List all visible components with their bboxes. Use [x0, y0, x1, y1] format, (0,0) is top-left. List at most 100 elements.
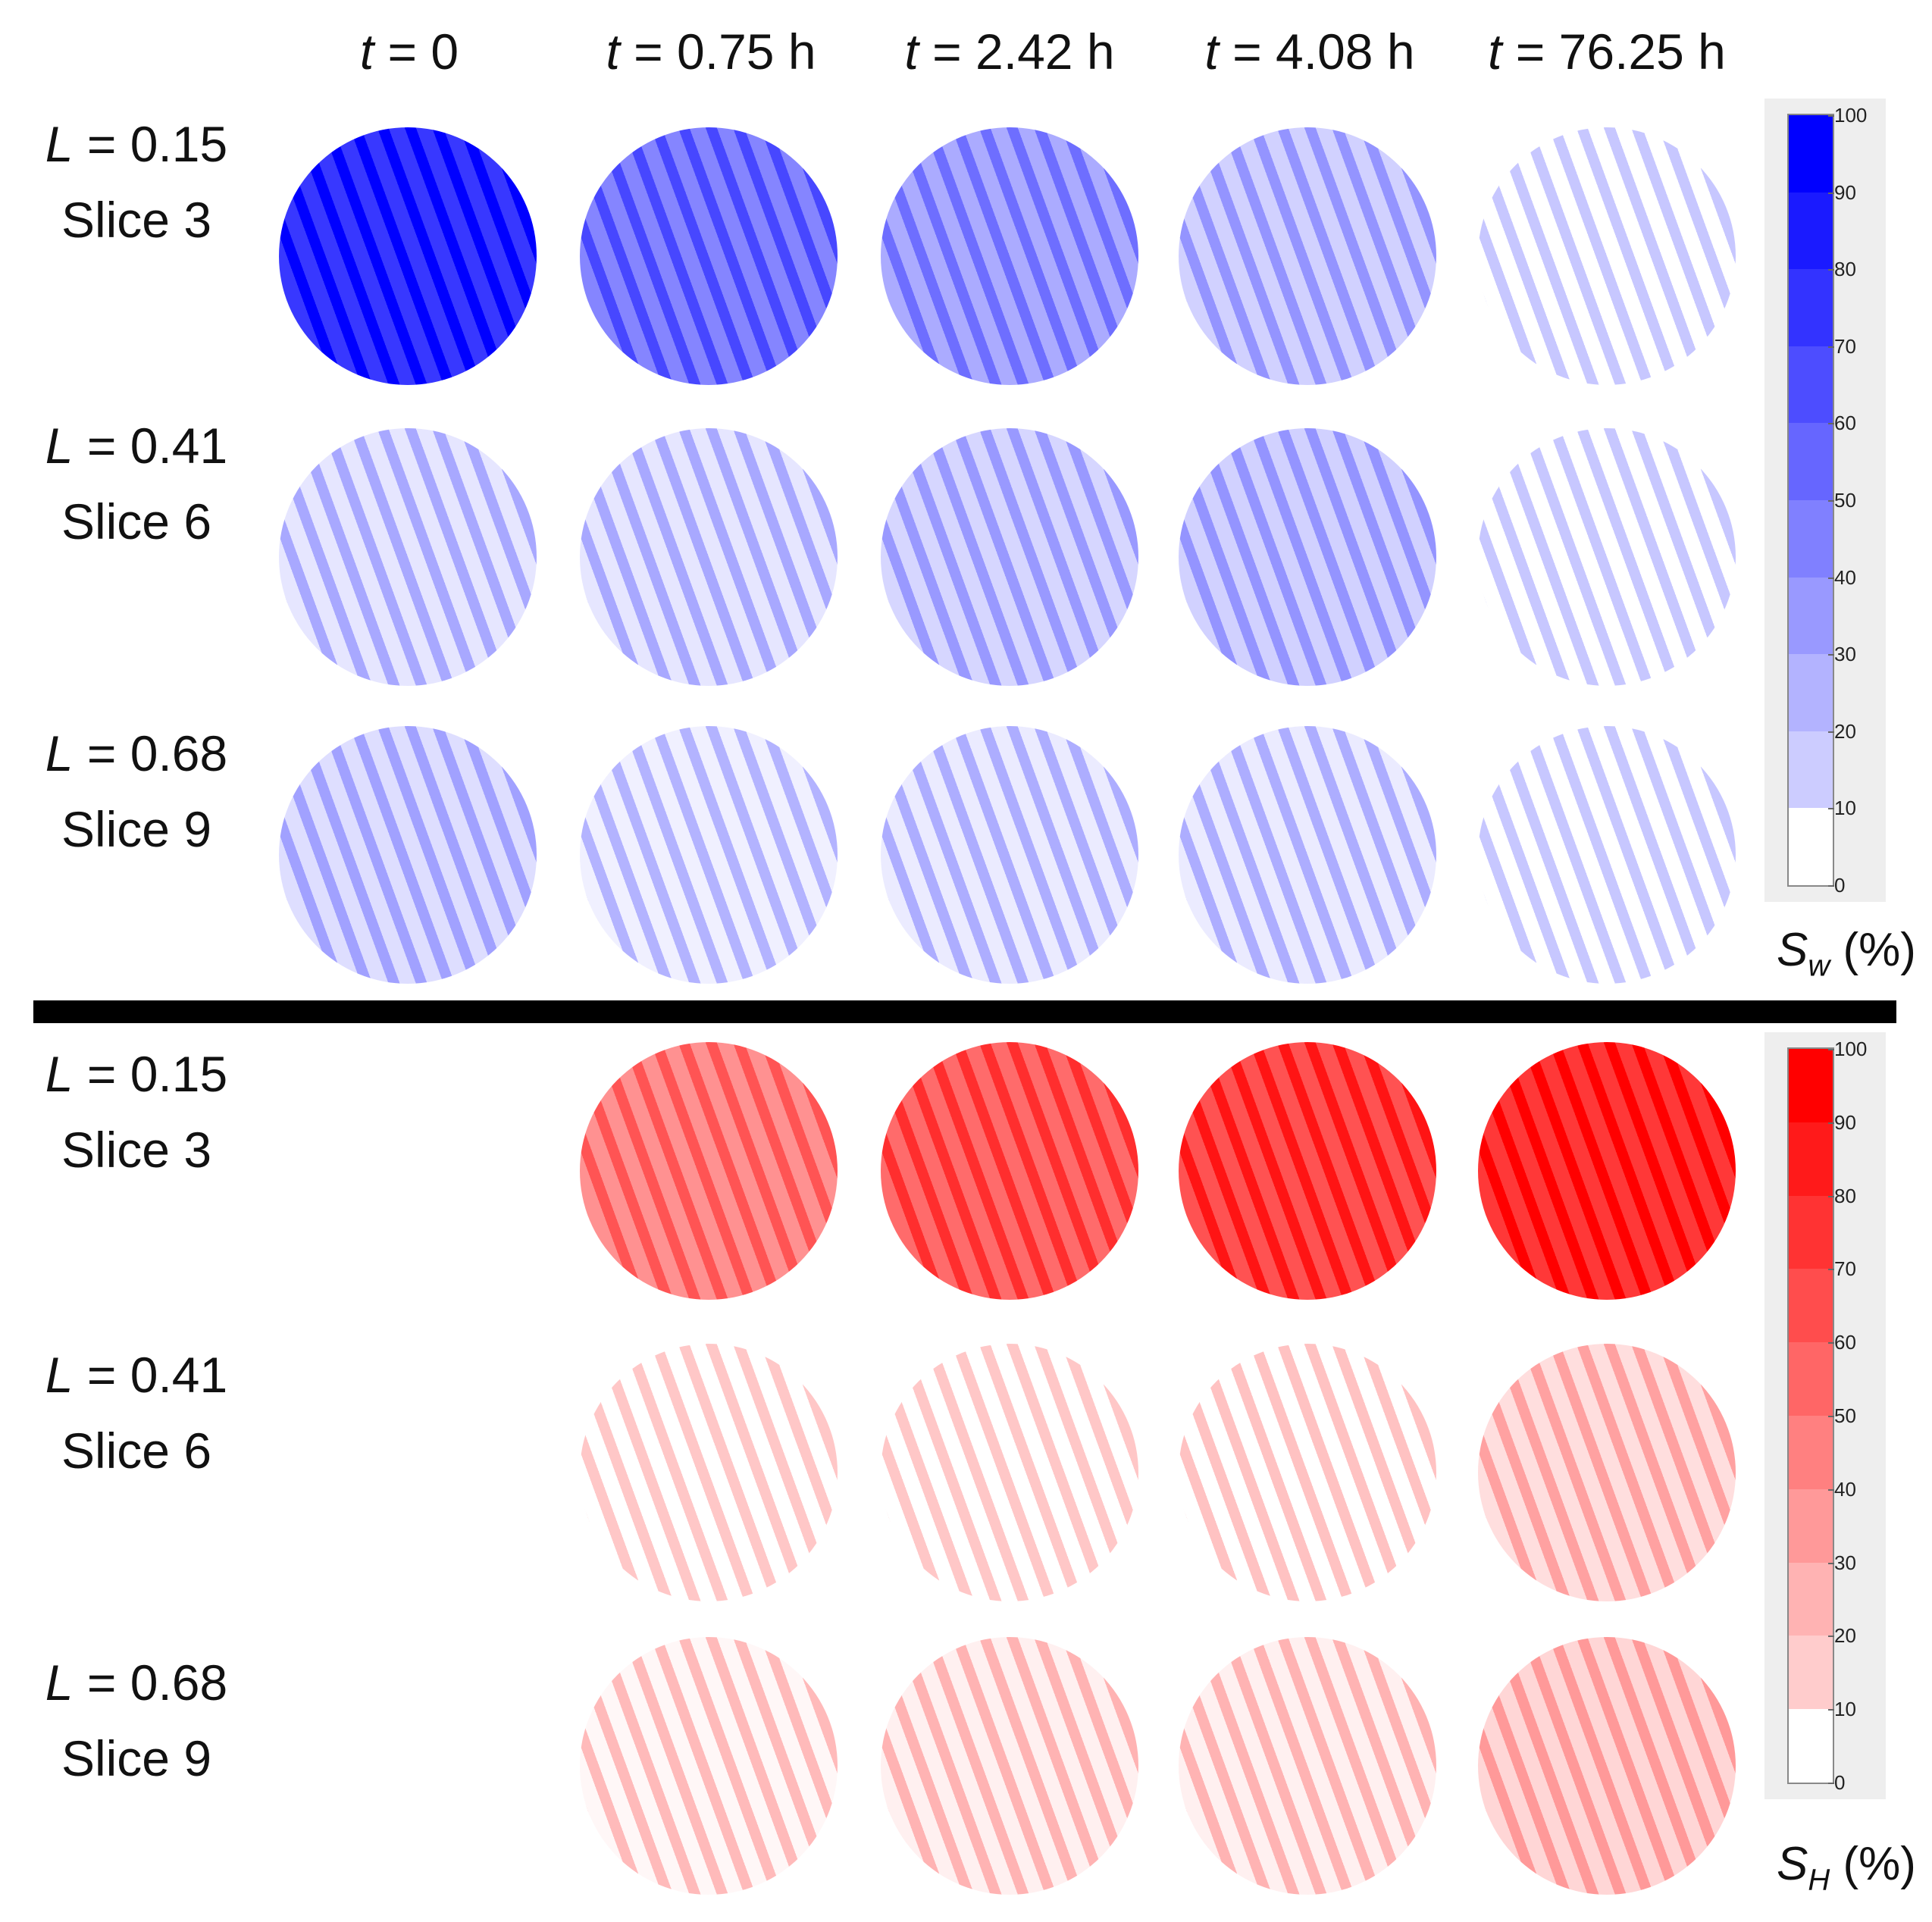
water-colorbar-segment: [1789, 577, 1833, 655]
time-value: 76.25 h: [1558, 23, 1726, 80]
water-row-label-2: L = 0.68 Slice 9: [23, 715, 250, 867]
hydrogen-disc-r2-c4: [1478, 1637, 1736, 1895]
l-var: L: [45, 1046, 74, 1102]
water-colorbar-tick-mark: [1828, 192, 1834, 194]
water-colorbar-segment: [1789, 346, 1833, 424]
time-value: 0: [431, 23, 459, 80]
l-var: L: [45, 725, 74, 781]
slice-label: Slice 3: [61, 192, 212, 248]
hydrogen-row-label-1: L = 0.41 Slice 6: [23, 1337, 250, 1488]
hydrogen-disc-r0-c1: [580, 1042, 838, 1300]
water-colorbar-tick-label: 0: [1834, 874, 1846, 897]
l-eq: =: [73, 116, 130, 172]
l-eq: =: [73, 1347, 130, 1403]
hydrogen-colorbar-segment: [1789, 1488, 1833, 1564]
water-disc-r1-c3: [1179, 428, 1436, 686]
hydrogen-colorbar-segment: [1789, 1269, 1833, 1343]
water-disc-r1-c2: [881, 428, 1138, 686]
slice-label: Slice 9: [61, 1730, 212, 1786]
time-var: t: [359, 23, 374, 80]
water-row-label-0: L = 0.15 Slice 3: [23, 106, 250, 258]
water-colorbar-tick-mark: [1828, 500, 1834, 502]
water-colorbar-tick-label: 40: [1834, 565, 1856, 589]
hydrogen-colorbar-segment: [1789, 1342, 1833, 1416]
water-disc-r2-c2: [881, 726, 1138, 984]
water-disc-r0-c3: [1179, 127, 1436, 385]
water-colorbar: 100 90 80 70 60 50 40 30 20 10 0: [1764, 99, 1886, 902]
hydrogen-colorbar-tick-mark: [1828, 1122, 1834, 1124]
water-colorbar-segment: [1789, 654, 1833, 732]
water-disc-r1-c4: [1478, 428, 1736, 686]
time-eq: =: [1218, 23, 1276, 80]
l-var: L: [45, 116, 74, 172]
sh-symbol: S: [1777, 1838, 1808, 1890]
hydrogen-disc-r0-c2: [881, 1042, 1138, 1300]
water-disc-r2-c0: [279, 726, 537, 984]
hydrogen-colorbar-segment: [1789, 1122, 1833, 1197]
time-eq: =: [1501, 23, 1559, 80]
water-row-label-1: L = 0.41 Slice 6: [23, 408, 250, 559]
hydrogen-disc-r1-c4: [1478, 1344, 1736, 1601]
time-header-1: t = 0.75 h: [575, 14, 847, 89]
hydrogen-colorbar-segment: [1789, 1562, 1833, 1636]
water-colorbar-tick-label: 100: [1834, 104, 1868, 127]
sw-subscript: w: [1808, 949, 1830, 983]
water-colorbar-tick-mark: [1828, 346, 1834, 348]
hydrogen-colorbar-tick-label: 50: [1834, 1404, 1856, 1427]
hydrogen-disc-r1-c1: [580, 1344, 838, 1601]
l-eq: =: [73, 418, 130, 474]
hydrogen-colorbar-tick-label: 70: [1834, 1257, 1856, 1281]
time-header-0: t = 0: [273, 14, 546, 89]
hydrogen-colorbar-tick-label: 80: [1834, 1184, 1856, 1207]
sh-unit: (%): [1830, 1838, 1916, 1890]
water-disc-r2-c1: [580, 726, 838, 984]
hydrogen-disc-r0-c4: [1478, 1042, 1736, 1300]
hydrogen-colorbar-tick-mark: [1828, 1636, 1834, 1638]
time-header-4: t = 76.25 h: [1470, 14, 1743, 89]
water-disc-r0-c2: [881, 127, 1138, 385]
time-eq: =: [619, 23, 678, 80]
hydrogen-colorbar-tick-label: 60: [1834, 1331, 1856, 1354]
water-colorbar-segment: [1789, 269, 1833, 347]
water-disc-r2-c4: [1478, 726, 1736, 984]
l-value: 0.41: [130, 418, 228, 474]
sw-unit: (%): [1830, 924, 1916, 976]
sw-symbol: S: [1777, 924, 1808, 976]
hydrogen-colorbar-segment: [1789, 1709, 1833, 1783]
water-colorbar-tick-label: 60: [1834, 412, 1856, 435]
l-var: L: [45, 1654, 74, 1711]
water-disc-r1-c1: [580, 428, 838, 686]
hydrogen-disc-r2-c1: [580, 1637, 838, 1895]
water-colorbar-segment: [1789, 500, 1833, 578]
l-eq: =: [73, 725, 130, 781]
water-colorbar-gradient: [1787, 114, 1834, 887]
hydrogen-disc-r2-c2: [881, 1637, 1138, 1895]
hydrogen-disc-r1-c2: [881, 1344, 1138, 1601]
water-colorbar-tick-mark: [1828, 115, 1834, 117]
water-colorbar-tick-label: 20: [1834, 719, 1856, 743]
hydrogen-colorbar-tick-label: 10: [1834, 1698, 1856, 1721]
water-disc-r2-c3: [1179, 726, 1436, 984]
hydrogen-colorbar-tick-mark: [1828, 1709, 1834, 1711]
hydrogen-row-label-2: L = 0.68 Slice 9: [23, 1645, 250, 1796]
time-var: t: [1204, 23, 1219, 80]
time-eq: =: [918, 23, 976, 80]
time-header-3: t = 4.08 h: [1173, 14, 1446, 89]
l-value: 0.68: [130, 725, 228, 781]
hydrogen-disc-r2-c3: [1179, 1637, 1436, 1895]
hydrogen-row-label-0: L = 0.15 Slice 3: [23, 1036, 250, 1188]
water-colorbar-tick-label: 90: [1834, 180, 1856, 204]
water-colorbar-tick-mark: [1828, 731, 1834, 733]
time-eq: =: [374, 23, 431, 80]
water-colorbar-segment: [1789, 808, 1833, 886]
hydrogen-colorbar-tick-label: 90: [1834, 1110, 1856, 1134]
hydrogen-colorbar-segment: [1789, 1636, 1833, 1710]
hydrogen-colorbar-tick-label: 30: [1834, 1551, 1856, 1574]
l-value: 0.41: [130, 1347, 228, 1403]
slice-label: Slice 6: [61, 1423, 212, 1479]
water-disc-r0-c1: [580, 127, 838, 385]
hydrogen-disc-r0-c3: [1179, 1042, 1436, 1300]
time-value: 4.08 h: [1276, 23, 1415, 80]
water-colorbar-segment: [1789, 731, 1833, 809]
hydrogen-colorbar-tick-label: 20: [1834, 1624, 1856, 1648]
